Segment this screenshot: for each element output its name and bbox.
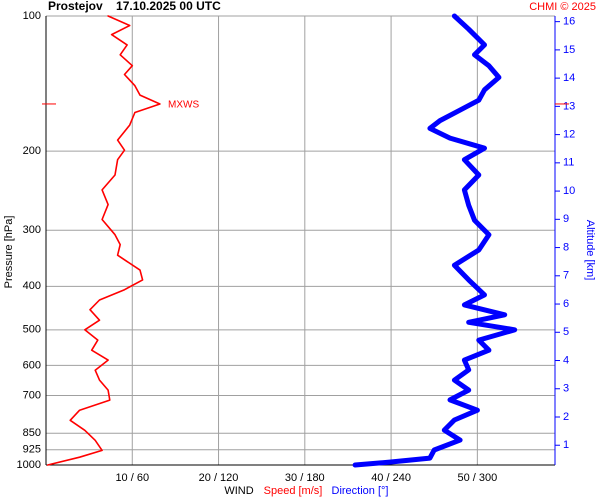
y-tick-label: 700 xyxy=(23,389,41,401)
credit: CHMI © 2025 xyxy=(529,1,596,13)
y2-tick-label: 10 xyxy=(563,185,575,197)
y-tick-label: 850 xyxy=(23,427,41,439)
y2-axis-label: Altitude [km] xyxy=(584,220,596,281)
y2-tick-label: 4 xyxy=(563,354,569,366)
y2-tick-label: 12 xyxy=(563,129,575,141)
y2-tick-label: 3 xyxy=(563,383,569,395)
y-tick-label: 200 xyxy=(23,145,41,157)
y-tick-label: 1000 xyxy=(17,459,41,471)
y2-tick-label: 2 xyxy=(563,411,569,423)
y2-tick-label: 6 xyxy=(563,298,569,310)
y-axis-label: Pressure [hPa] xyxy=(3,216,15,289)
legend-entry: Speed [m/s] xyxy=(264,485,323,497)
x-axis-label: WIND xyxy=(224,485,253,497)
y2-tick-label: 14 xyxy=(563,72,575,84)
y2-tick-label: 1 xyxy=(563,439,569,451)
profile-line xyxy=(352,13,518,468)
x-tick-label: 50 / 300 xyxy=(457,472,497,484)
annotation: MXWS xyxy=(168,100,199,111)
y-tick-label: 925 xyxy=(23,444,41,456)
y2-tick-label: 16 xyxy=(563,16,575,28)
legend-entry: Direction [°] xyxy=(332,485,389,497)
y2-tick-label: 13 xyxy=(563,100,575,112)
y-tick-label: 300 xyxy=(23,224,41,236)
y2-tick-label: 15 xyxy=(563,44,575,56)
chart-title: Prostejov 17.10.2025 00 UTC xyxy=(48,0,221,13)
y2-tick-label: 7 xyxy=(563,270,569,282)
y2-tick-label: 5 xyxy=(563,326,569,338)
y2-tick-label: 9 xyxy=(563,213,569,225)
y-tick-label: 100 xyxy=(23,10,41,22)
x-tick-label: 20 / 120 xyxy=(199,472,239,484)
y-tick-label: 500 xyxy=(23,324,41,336)
x-tick-label: 30 / 180 xyxy=(285,472,325,484)
profile-line xyxy=(46,15,161,466)
x-tick-label: 10 / 60 xyxy=(115,472,149,484)
x-tick-label: 40 / 240 xyxy=(371,472,411,484)
y-tick-label: 600 xyxy=(23,359,41,371)
y-tick-label: 400 xyxy=(23,280,41,292)
y2-tick-label: 8 xyxy=(563,241,569,253)
y2-tick-label: 11 xyxy=(563,157,574,169)
